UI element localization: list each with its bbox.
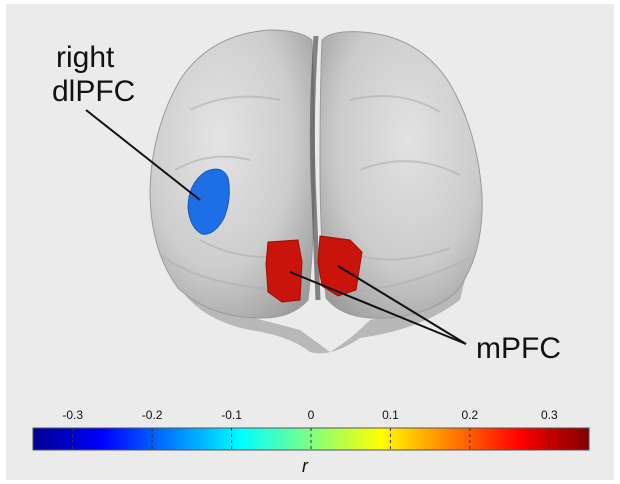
label-dlpfc: dlPFC: [52, 75, 136, 108]
colorbar-tick-label: 0.3: [540, 408, 558, 422]
mpfc-pointer-line-right: [337, 265, 467, 345]
colorbar-tick-label: 0.1: [382, 408, 399, 422]
mpfc-region-left: [265, 239, 303, 303]
brain-right-hemisphere: [319, 31, 483, 319]
colorbar-tick-label: -0.2: [141, 408, 163, 422]
colorbar-tick-label: 0: [307, 408, 315, 422]
mpfc-pointer-line-left: [289, 271, 467, 345]
colorbar-tick-label: -0.3: [62, 408, 84, 422]
colorbar-tick-label: 0.2: [461, 408, 479, 422]
colorbar-tick-marks: [72, 428, 550, 450]
label-mpfc: mPFC: [476, 332, 561, 365]
dlpfc-pointer-line: [85, 109, 201, 201]
mpfc-region-right: [317, 235, 363, 297]
brain-base: [170, 250, 472, 354]
colorbar-label: r: [302, 456, 308, 476]
dlpfc-region: [187, 168, 230, 235]
longitudinal-fissure: [309, 35, 321, 301]
label-right: right: [56, 41, 115, 74]
colorbar-tick-label: -0.1: [221, 408, 242, 422]
